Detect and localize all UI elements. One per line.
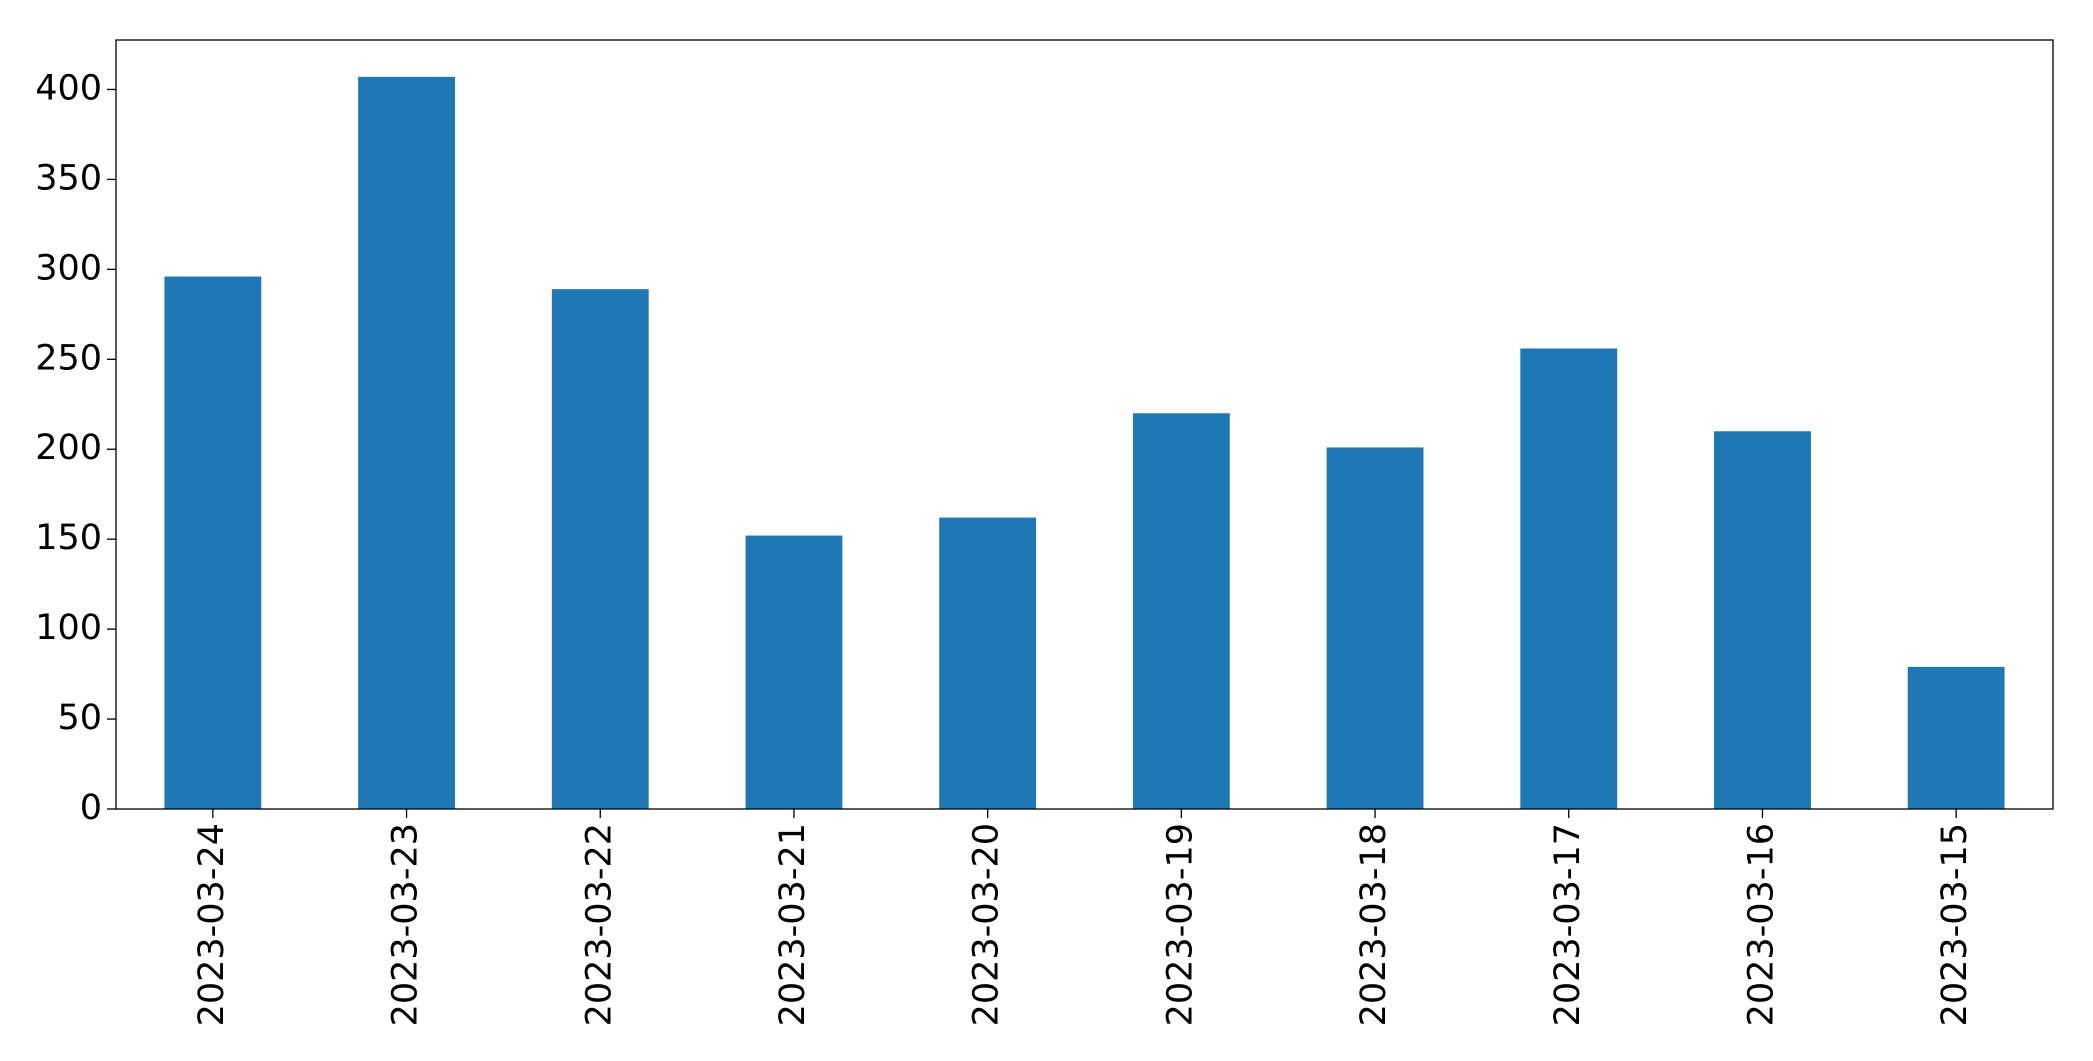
bar <box>1520 348 1618 809</box>
bar <box>939 517 1037 809</box>
x-tick-label: 2023-03-16 <box>1741 823 1781 1026</box>
x-tick-label: 2023-03-17 <box>1548 823 1588 1026</box>
bar <box>1132 413 1230 809</box>
y-tick-label: 300 <box>35 248 102 288</box>
x-tick-label: 2023-03-21 <box>773 823 813 1026</box>
bar <box>1326 447 1424 809</box>
x-tick-label: 2023-03-18 <box>1354 823 1394 1026</box>
y-tick-label: 200 <box>35 428 102 468</box>
y-tick-label: 150 <box>35 518 102 558</box>
bar <box>745 535 843 809</box>
x-tick-label: 2023-03-20 <box>967 823 1007 1026</box>
bar <box>358 76 455 809</box>
y-tick-label: 0 <box>80 788 102 828</box>
bar <box>551 289 649 809</box>
x-tick-label: 2023-03-22 <box>579 823 619 1026</box>
y-tick-label: 250 <box>35 338 102 378</box>
plot-frame <box>115 39 2054 810</box>
y-tick-label: 50 <box>57 698 102 738</box>
y-tick-label: 400 <box>35 68 102 108</box>
x-tick-label: 2023-03-15 <box>1935 823 1975 1026</box>
bar <box>1714 431 1811 809</box>
x-tick-label: 2023-03-24 <box>192 823 232 1026</box>
bar <box>164 276 262 809</box>
x-tick-label: 2023-03-23 <box>386 823 426 1026</box>
x-tick-label: 2023-03-19 <box>1160 823 1200 1026</box>
y-tick-label: 100 <box>35 608 102 648</box>
bar <box>1907 666 2005 809</box>
y-tick-label: 350 <box>35 158 102 198</box>
